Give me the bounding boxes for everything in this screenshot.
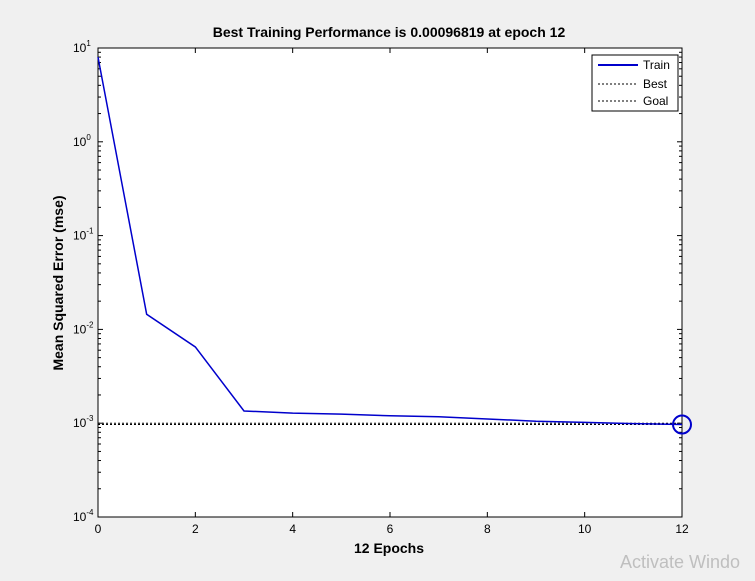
y-tick-label: 10-3 [73, 414, 94, 430]
y-tick-label: 10-1 [73, 227, 94, 243]
best-point-marker [672, 414, 692, 435]
x-tick-label: 0 [95, 522, 102, 536]
plot-area [97, 47, 683, 518]
axis-ticks: 0 2 4 6 8 10 12 101 100 10-1 10-2 10-3 10-4 [73, 39, 689, 536]
legend-best-label: Best [643, 77, 668, 91]
x-axis-label: 12 Epochs [354, 540, 424, 556]
y-tick-label: 10-4 [73, 508, 94, 524]
x-tick-label: 10 [578, 522, 592, 536]
x-tick-label: 6 [387, 522, 394, 536]
y-axis-label: Mean Squared Error (mse) [50, 195, 66, 370]
legend: Train Best Goal [591, 54, 679, 112]
y-tick-label: 101 [73, 39, 91, 55]
activate-windows-watermark: Activate Windo [620, 552, 741, 572]
x-tick-label: 12 [675, 522, 689, 536]
legend-train-label: Train [643, 58, 670, 72]
train-series-line [97, 56, 683, 426]
series-lines [97, 48, 692, 517]
x-tick-label: 4 [289, 522, 296, 536]
x-tick-label: 8 [484, 522, 491, 536]
x-tick-label: 2 [192, 522, 199, 536]
y-tick-label: 10-2 [73, 320, 94, 336]
chart-title: Best Training Performance is 0.00096819 … [213, 24, 566, 40]
y-tick-label: 100 [73, 133, 91, 149]
legend-goal-label: Goal [643, 94, 668, 108]
